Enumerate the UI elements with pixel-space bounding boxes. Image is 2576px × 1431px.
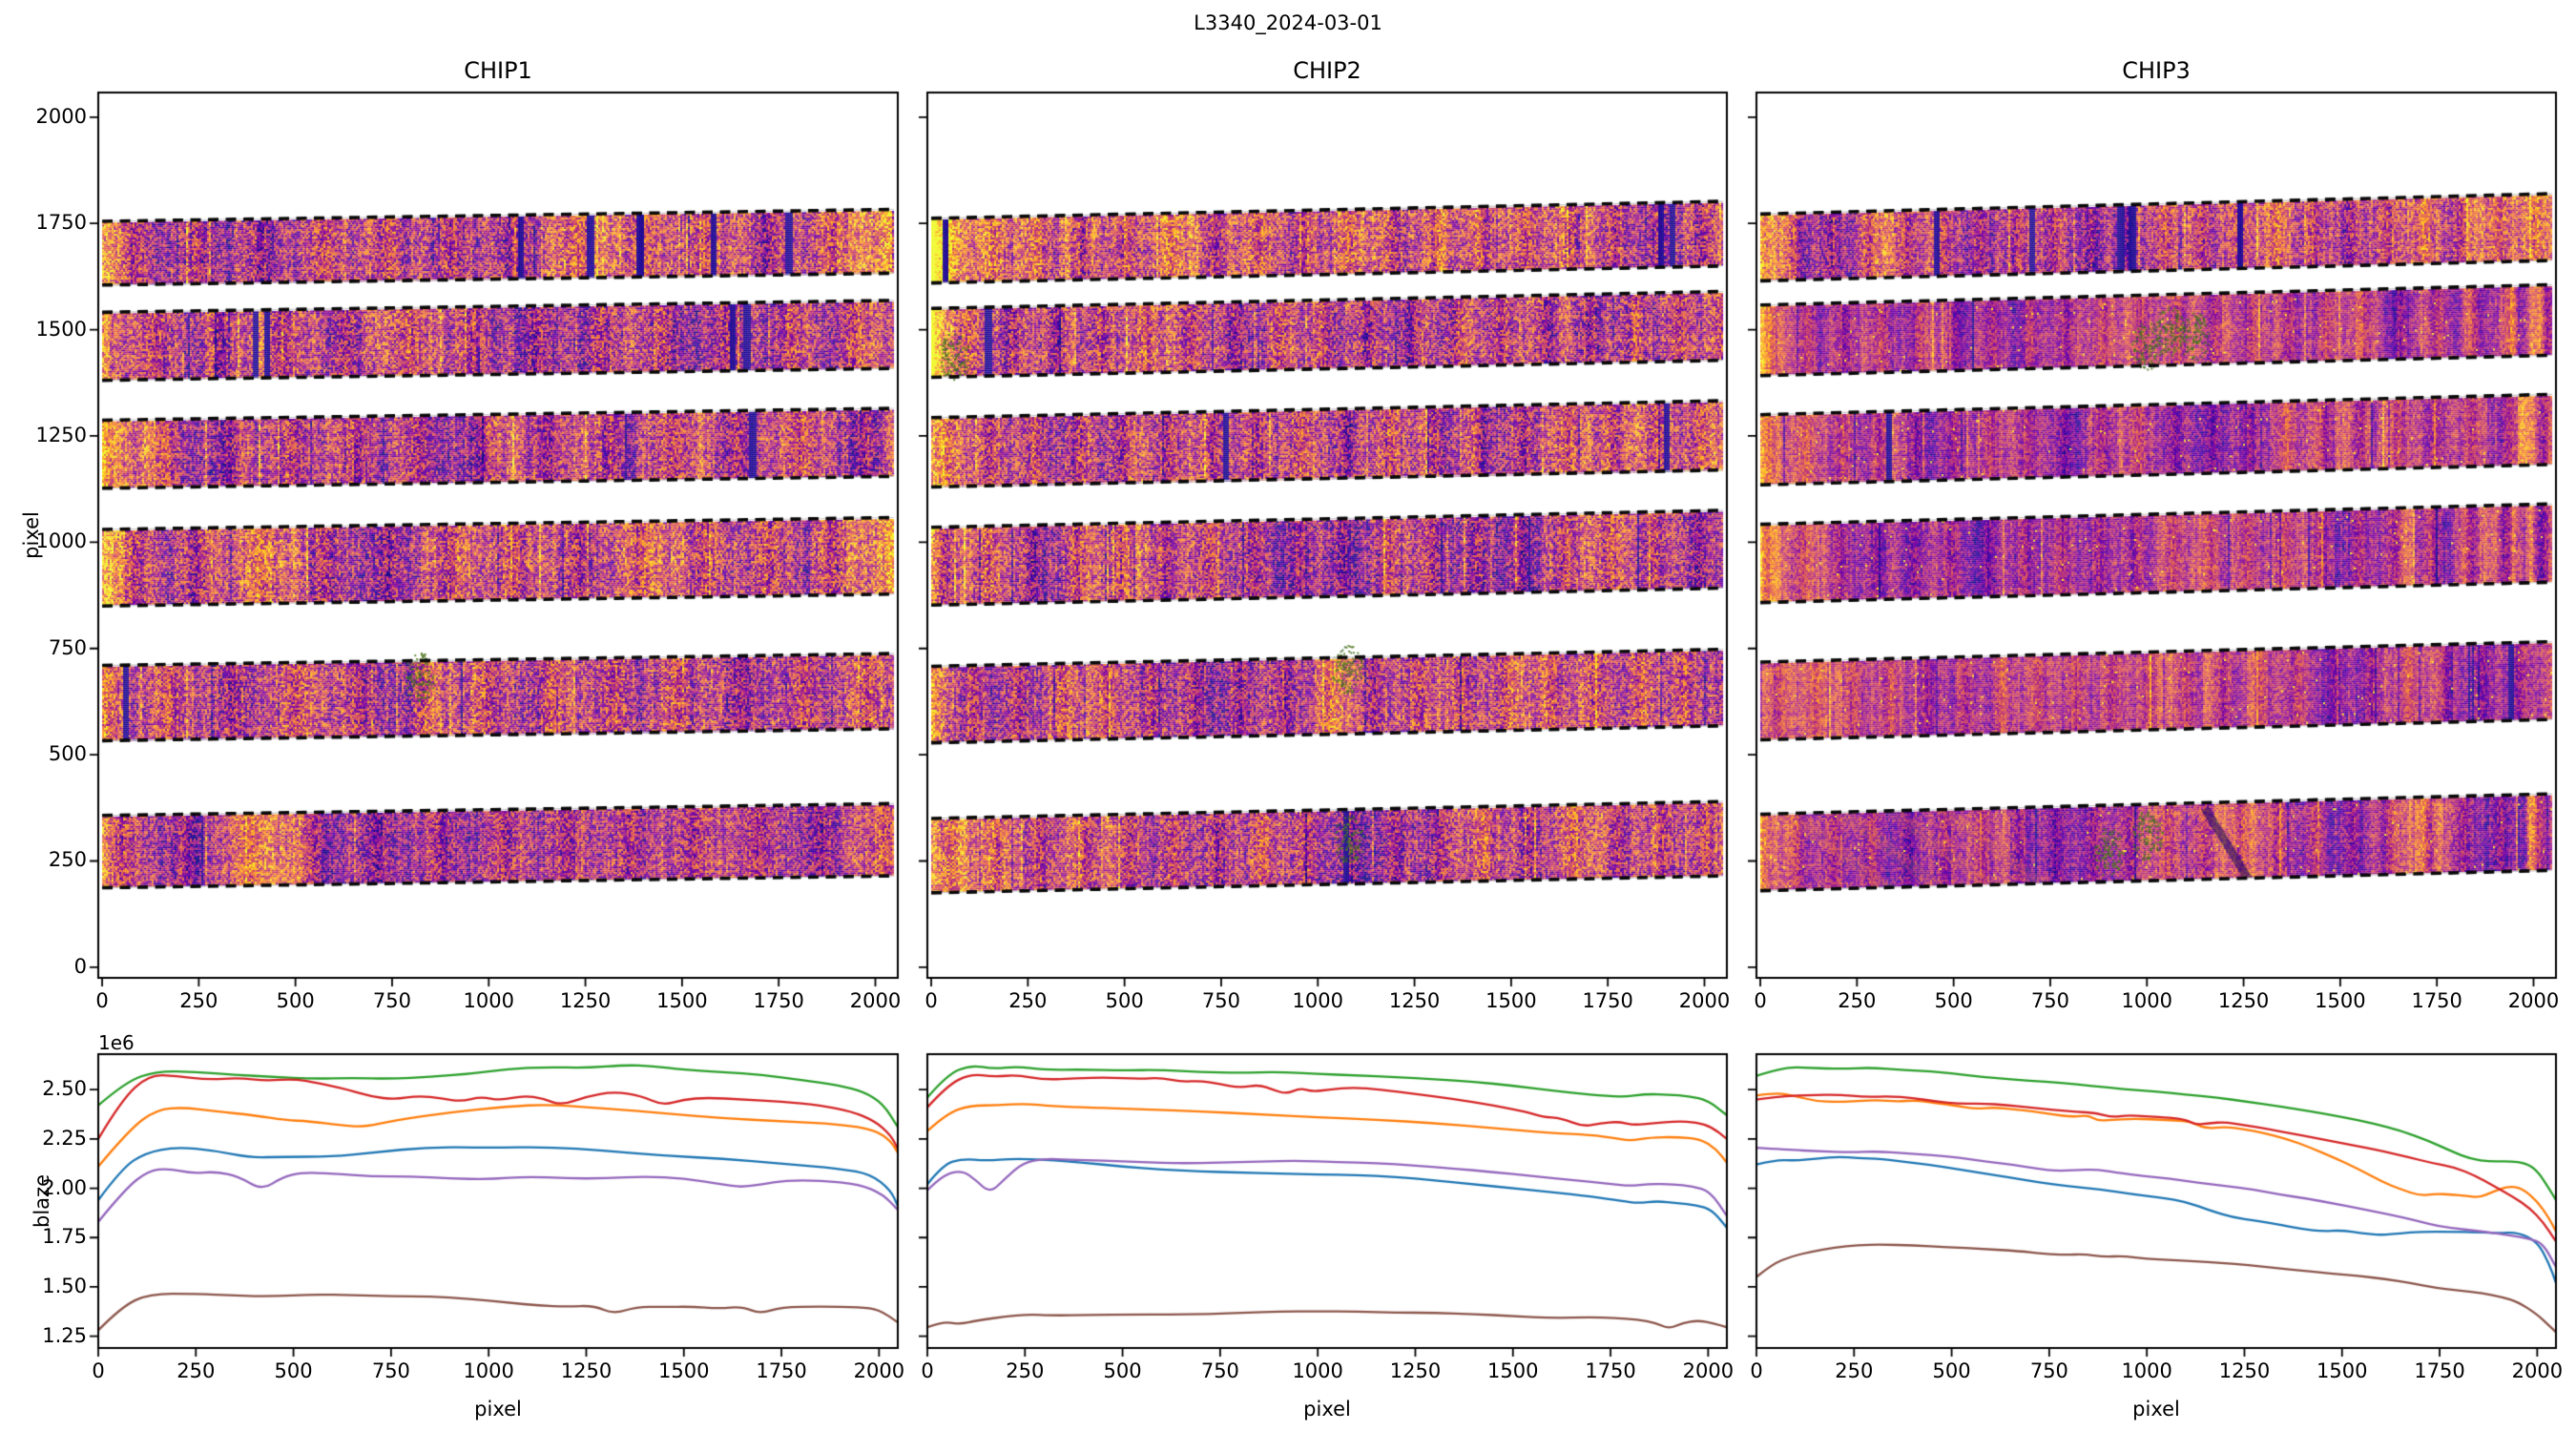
x-tick-label: 500: [1103, 1359, 1142, 1382]
x-tick-label: 1500: [1485, 989, 1537, 1012]
x-tick-label: 500: [1932, 1359, 1971, 1382]
x-tick-label: 1250: [559, 989, 612, 1012]
x-tick-label: 250: [177, 1359, 216, 1382]
x-tick-label: 750: [2029, 1359, 2068, 1382]
y-tick-label: 2.50: [42, 1077, 87, 1101]
y-tick-label: 250: [48, 848, 87, 872]
x-tick-label: 1250: [560, 1359, 613, 1382]
x-tick-label: 2000: [2507, 989, 2560, 1012]
x-tick-label: 500: [1934, 989, 1973, 1012]
x-tick-label: 1000: [2121, 989, 2172, 1012]
x-tick-label: 1250: [1388, 989, 1441, 1012]
x-tick-label: 500: [276, 989, 315, 1012]
x-tick-label: 1000: [463, 1359, 514, 1382]
x-tick-label: 1750: [756, 1359, 807, 1382]
chip3-blaze-canvas: [1741, 1039, 2571, 1363]
x-tick-label: 1750: [753, 989, 804, 1012]
x-tick-label: 250: [1008, 989, 1048, 1012]
x-tick-label: 1000: [1292, 1359, 1343, 1382]
xlabel-chip2: pixel: [1303, 1398, 1351, 1421]
x-tick-label: 1750: [2411, 989, 2462, 1012]
chip1-blaze-canvas: [83, 1039, 913, 1363]
y-tick-label: 1.25: [42, 1323, 87, 1347]
x-tick-label: 1500: [656, 989, 708, 1012]
x-tick-label: 250: [1835, 1359, 1874, 1382]
x-tick-label: 2000: [2511, 1359, 2564, 1382]
x-tick-label: 1000: [1292, 989, 1343, 1012]
y-tick-label: 0: [73, 954, 87, 978]
x-tick-label: 1000: [463, 989, 514, 1012]
y-tick-label: 2000: [35, 104, 87, 128]
xlabel-chip3: pixel: [2132, 1398, 2180, 1421]
x-tick-label: 1250: [2217, 989, 2270, 1012]
x-tick-label: 250: [1006, 1359, 1045, 1382]
x-tick-label: 0: [95, 989, 109, 1012]
x-tick-label: 0: [1754, 989, 1767, 1012]
x-tick-label: 750: [1200, 1359, 1239, 1382]
y-tick-label: 1.75: [42, 1225, 87, 1249]
xlabel-chip1: pixel: [474, 1398, 522, 1421]
y-tick-label: 1000: [35, 529, 87, 553]
x-tick-label: 1500: [2315, 989, 2366, 1012]
chip1-echellogram-canvas: [83, 77, 913, 993]
x-tick-label: 750: [372, 989, 412, 1012]
x-tick-label: 750: [1201, 989, 1241, 1012]
chip3-echellogram-canvas: [1741, 77, 2571, 993]
x-tick-label: 1500: [658, 1359, 710, 1382]
x-tick-label: 1500: [1487, 1359, 1539, 1382]
y-tick-label: 750: [48, 635, 87, 659]
x-tick-label: 0: [921, 1359, 934, 1382]
y-tick-label: 1500: [35, 317, 87, 341]
y-tick-label: 500: [48, 742, 87, 766]
y-tick-label: 1750: [35, 211, 87, 235]
x-tick-label: 0: [1750, 1359, 1763, 1382]
x-tick-label: 1750: [1585, 1359, 1636, 1382]
x-tick-label: 750: [371, 1359, 410, 1382]
y-tick-label: 2.25: [42, 1126, 87, 1150]
x-tick-label: 0: [92, 1359, 105, 1382]
x-tick-label: 1750: [1582, 989, 1633, 1012]
x-tick-label: 2000: [1682, 1359, 1735, 1382]
x-tick-label: 1750: [2414, 1359, 2465, 1382]
x-tick-label: 2000: [1678, 989, 1731, 1012]
figure-title: L3340_2024-03-01: [1194, 11, 1382, 34]
x-tick-label: 1500: [2316, 1359, 2368, 1382]
x-tick-label: 1250: [1389, 1359, 1442, 1382]
chip2-blaze-canvas: [912, 1039, 1742, 1363]
y-tick-label: 1.50: [42, 1274, 87, 1297]
x-tick-label: 250: [179, 989, 218, 1012]
x-tick-label: 500: [274, 1359, 313, 1382]
x-tick-label: 2000: [853, 1359, 905, 1382]
x-tick-label: 1000: [2121, 1359, 2172, 1382]
x-tick-label: 2000: [849, 989, 902, 1012]
x-tick-label: 750: [2030, 989, 2070, 1012]
x-tick-label: 1250: [2218, 1359, 2271, 1382]
x-tick-label: 500: [1105, 989, 1144, 1012]
x-tick-label: 0: [924, 989, 938, 1012]
x-tick-label: 250: [1838, 989, 1877, 1012]
y-tick-label: 1250: [35, 423, 87, 446]
chip2-echellogram-canvas: [912, 77, 1742, 993]
y-tick-label: 2.00: [42, 1175, 87, 1199]
